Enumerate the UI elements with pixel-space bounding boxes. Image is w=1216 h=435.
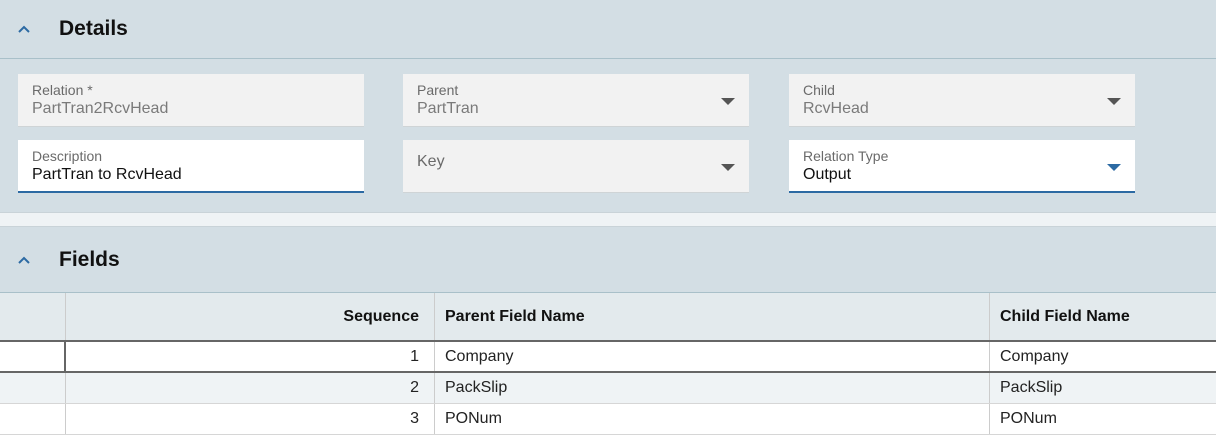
child-label: Child	[803, 82, 835, 98]
relation-type-label: Relation Type	[803, 148, 889, 164]
relation-type-value: Output	[803, 166, 852, 183]
caret-down-icon[interactable]	[1107, 98, 1121, 105]
parent-field-cell[interactable]: Company	[435, 342, 990, 371]
child-field-cell[interactable]: Company	[1000, 347, 1069, 365]
key-label: Key	[417, 153, 445, 170]
parent-field-cell[interactable]: PackSlip	[435, 373, 990, 403]
key-dropdown[interactable]: Key	[403, 140, 749, 193]
column-header-child-field[interactable]: Child Field Name	[1000, 307, 1130, 325]
caret-down-icon[interactable]	[1107, 164, 1121, 171]
table-row[interactable]: 3 PONum PONum	[0, 404, 1216, 435]
caret-down-icon[interactable]	[721, 164, 735, 171]
description-label: Description	[32, 148, 103, 164]
relation-value: PartTran2RcvHead	[32, 100, 169, 117]
relation-field[interactable]: Relation * PartTran2RcvHead	[18, 74, 364, 127]
row-selector[interactable]	[0, 373, 66, 403]
grid-header-row: Sequence Parent Field Name Child Field N…	[0, 293, 1216, 342]
parent-value: PartTran	[417, 100, 479, 117]
description-value[interactable]: PartTran to RcvHead	[32, 166, 182, 183]
child-dropdown[interactable]: Child RcvHead	[789, 74, 1135, 127]
fields-grid: Sequence Parent Field Name Child Field N…	[0, 293, 1216, 435]
child-field-cell[interactable]: PONum	[1000, 410, 1057, 427]
column-header-sequence[interactable]: Sequence	[66, 293, 435, 340]
parent-dropdown[interactable]: Parent PartTran	[403, 74, 749, 127]
row-selector[interactable]	[0, 342, 66, 371]
description-field[interactable]: Description PartTran to RcvHead	[18, 140, 364, 193]
caret-down-icon[interactable]	[721, 98, 735, 105]
fields-title: Fields	[59, 247, 120, 271]
sequence-cell[interactable]: 3	[66, 404, 435, 434]
row-selector[interactable]	[0, 404, 66, 434]
parent-label: Parent	[417, 82, 459, 98]
sequence-cell[interactable]: 2	[66, 373, 435, 403]
relation-label: Relation *	[32, 82, 93, 98]
relation-type-dropdown[interactable]: Relation Type Output	[789, 140, 1135, 193]
table-row[interactable]: 1 Company Company	[0, 342, 1216, 373]
child-field-cell[interactable]: PackSlip	[1000, 379, 1063, 396]
details-title: Details	[59, 17, 128, 40]
column-header-select[interactable]	[0, 293, 66, 340]
details-section-header[interactable]: Details	[0, 0, 1216, 59]
section-divider	[0, 212, 1216, 227]
sequence-cell[interactable]: 1	[66, 342, 435, 371]
column-header-parent-field[interactable]: Parent Field Name	[435, 293, 990, 340]
chevron-up-icon[interactable]	[16, 21, 32, 37]
table-row[interactable]: 2 PackSlip PackSlip	[0, 373, 1216, 404]
child-value: RcvHead	[803, 100, 869, 117]
parent-field-cell[interactable]: PONum	[435, 404, 990, 434]
fields-section-header[interactable]: Fields	[0, 227, 1216, 293]
chevron-up-icon[interactable]	[16, 252, 32, 268]
